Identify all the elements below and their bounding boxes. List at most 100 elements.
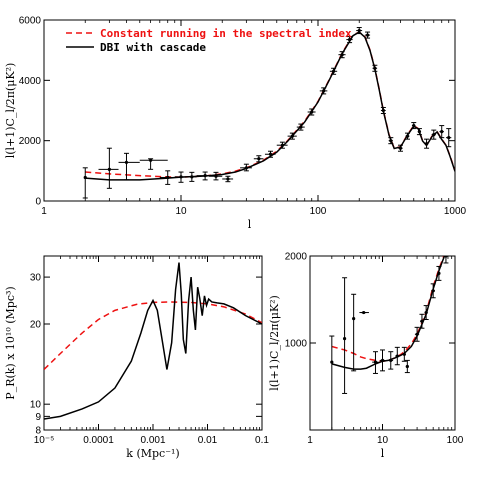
bottom-right-chart-data-point bbox=[443, 256, 449, 264]
top-chart-data-point bbox=[240, 163, 253, 172]
bottom-right-chart-y-tick-label: 1000 bbox=[285, 339, 308, 350]
top-chart-data-point bbox=[397, 144, 403, 152]
top-chart-y-tick-label: 2000 bbox=[19, 136, 42, 147]
top-chart-data-point bbox=[338, 51, 346, 59]
top-chart-data-point bbox=[329, 67, 338, 75]
bottom-left-chart-y-tick-label: 20 bbox=[30, 319, 42, 330]
top-chart-data-point bbox=[196, 171, 213, 181]
top-chart-x-tick-label: 100 bbox=[310, 206, 327, 217]
top-chart-data-point bbox=[372, 64, 378, 72]
bottom-right-chart-data-point bbox=[372, 351, 379, 374]
bottom-right-chart-series-line-solid bbox=[331, 256, 446, 370]
top-chart-data-point bbox=[411, 122, 417, 130]
bottom-left-chart-x-tick-label: 0.01 bbox=[198, 435, 218, 446]
top-chart-ticks: 1 10 100 1000 0 2000 4000 6000 bbox=[19, 16, 467, 218]
bottom-right-chart-data-point bbox=[430, 283, 436, 299]
top-chart-legend: Constant running in the spectral index D… bbox=[66, 27, 352, 54]
bottom-left-chart-y-tick-label: 30 bbox=[30, 273, 42, 284]
top-chart-data-point bbox=[346, 36, 353, 44]
bottom-left-chart-x-tick-label: 10⁻⁵ bbox=[34, 435, 55, 446]
bottom-left-chart-y-tick-label: 9 bbox=[35, 412, 41, 423]
bottom-right-chart-data-point bbox=[329, 335, 335, 430]
bottom-left-chart-panel: 10⁻⁵ 0.0001 0.001 0.01 0.1 8 910 20 30 k (Mpc⁻¹)… bbox=[4, 255, 269, 460]
bottom-right-chart-series-line-dashed bbox=[331, 256, 445, 363]
top-chart-y-tick-label: 6000 bbox=[19, 16, 42, 27]
top-chart-panel: 1 10 100 1000 0 2000 4000 6000 l l(l+1)C_l/2π(μ… bbox=[4, 16, 467, 232]
top-chart-x-axis-label: l bbox=[248, 218, 252, 231]
bottom-right-chart-x-axis-label: l bbox=[381, 447, 385, 460]
bottom-right-chart-data-points bbox=[329, 256, 449, 430]
bottom-right-chart-data-point bbox=[436, 265, 442, 281]
top-chart-data-point bbox=[439, 125, 445, 139]
top-chart-y-tick-label: 4000 bbox=[19, 76, 42, 87]
top-chart-y-tick-label: 0 bbox=[35, 197, 41, 208]
top-chart-data-point bbox=[174, 171, 187, 183]
top-chart-data-point bbox=[208, 171, 223, 181]
top-chart-data-point bbox=[388, 137, 394, 145]
bottom-right-chart-panel: 1 10 100 1000 2000 l l(l+1)C_l/2π(μK²) bbox=[268, 252, 464, 461]
bottom-right-chart-ticks: 1 10 100 1000 2000 bbox=[285, 252, 464, 447]
top-chart-data-point bbox=[380, 106, 386, 115]
bottom-right-chart-series bbox=[331, 256, 446, 370]
bottom-right-chart-data-point bbox=[388, 351, 394, 370]
top-chart-data-point bbox=[307, 108, 316, 116]
bottom-right-chart-data-point bbox=[394, 346, 400, 366]
bottom-left-chart-x-tick-label: 0.001 bbox=[140, 435, 165, 446]
top-chart-data-point bbox=[82, 167, 88, 199]
top-chart-data-point bbox=[356, 27, 363, 35]
top-chart-data-point bbox=[118, 152, 140, 181]
bottom-right-chart-y-tick-label: 2000 bbox=[285, 252, 308, 263]
top-chart-data-point bbox=[186, 171, 197, 182]
top-chart-data-point bbox=[264, 150, 276, 158]
bottom-left-chart-y-axis-label: P_R(k) x 10¹⁰ (Mpc³) bbox=[4, 286, 17, 399]
top-chart-data-point bbox=[98, 147, 119, 189]
top-chart-data-point bbox=[222, 175, 234, 183]
top-chart-data-point bbox=[404, 132, 410, 140]
bottom-left-chart-frame bbox=[43, 255, 263, 431]
bottom-left-chart-series bbox=[44, 262, 262, 420]
top-chart-data-point bbox=[287, 132, 297, 140]
bottom-right-chart-y-axis-label: l(l+1)C_l/2π(μK²) bbox=[268, 295, 281, 391]
bottom-left-chart-x-axis-label: k (Mpc⁻¹) bbox=[126, 447, 179, 460]
bottom-left-chart-ticks: 10⁻⁵ 0.0001 0.001 0.01 0.1 8 910 20 30 bbox=[30, 256, 269, 446]
top-chart-data-point bbox=[253, 155, 264, 163]
bottom-right-chart-data-point bbox=[359, 310, 369, 315]
bottom-right-chart-data-point bbox=[404, 359, 410, 374]
bottom-right-chart-data-point bbox=[342, 277, 348, 394]
top-chart-x-tick-label: 10 bbox=[175, 206, 187, 217]
top-chart-frame bbox=[43, 19, 456, 202]
top-chart-data-point bbox=[319, 87, 328, 95]
bottom-left-chart-x-tick-label: 0.0001 bbox=[83, 435, 114, 446]
top-chart-data-point bbox=[139, 158, 168, 170]
bottom-right-chart-data-point bbox=[419, 313, 425, 329]
bottom-left-chart-x-tick-label: 0.1 bbox=[255, 435, 269, 446]
bottom-right-chart-x-tick-label: 1 bbox=[307, 435, 313, 446]
legend-label-dbi-cascade: DBI with cascade bbox=[100, 41, 206, 54]
bottom-right-chart-data-point bbox=[423, 305, 429, 321]
top-chart-data-point bbox=[431, 129, 437, 140]
bottom-right-chart-x-tick-label: 10 bbox=[377, 435, 389, 446]
bottom-right-chart-x-tick-label: 100 bbox=[447, 435, 464, 446]
bottom-left-chart-y-tick-label: 10 bbox=[30, 400, 42, 411]
bottom-right-chart-data-point bbox=[414, 326, 420, 342]
top-chart-data-point bbox=[296, 123, 305, 131]
bottom-right-chart-data-point bbox=[351, 293, 357, 372]
top-chart-data-point bbox=[416, 128, 422, 136]
top-chart-data-point bbox=[424, 138, 430, 149]
top-chart-data-point bbox=[159, 170, 175, 185]
bottom-left-chart-y-tick-label: 8 bbox=[35, 426, 41, 437]
top-chart-data-point bbox=[364, 31, 371, 39]
top-chart-data-points bbox=[82, 27, 452, 199]
top-chart-data-point bbox=[276, 141, 288, 149]
bottom-right-chart-data-point bbox=[379, 349, 385, 372]
bottom-left-chart-series-line-solid bbox=[44, 262, 262, 420]
top-chart-x-tick-label: 1 bbox=[41, 206, 47, 217]
legend-label-constant-running: Constant running in the spectral index bbox=[100, 27, 352, 40]
top-chart-x-tick-label: 1000 bbox=[444, 206, 467, 217]
top-chart-data-point bbox=[446, 128, 452, 148]
top-chart-y-axis-label: l(l+1)C_l/2π(μK²) bbox=[4, 63, 17, 159]
bottom-right-chart-data-point bbox=[401, 346, 407, 362]
bottom-left-chart-series-line-dashed bbox=[44, 301, 262, 371]
